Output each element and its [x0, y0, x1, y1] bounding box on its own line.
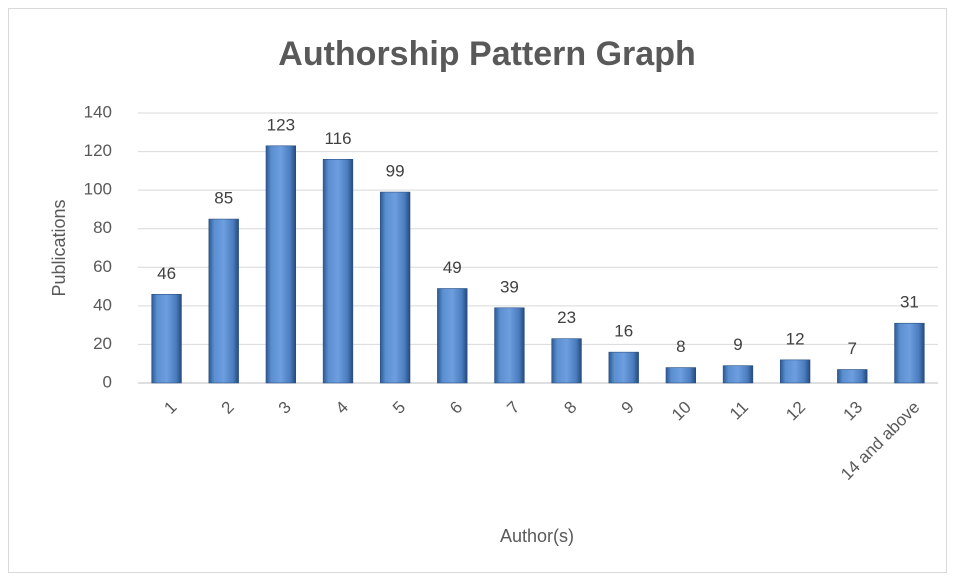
y-tick-label: 100	[84, 180, 112, 199]
bar	[608, 351, 639, 384]
bar	[322, 158, 354, 384]
data-label: 39	[500, 277, 519, 296]
y-tick-label: 120	[84, 141, 112, 160]
y-tick-label: 0	[103, 372, 112, 391]
data-label: 85	[214, 189, 233, 208]
bar	[551, 338, 582, 384]
y-tick-label: 20	[93, 334, 112, 353]
bar	[379, 191, 411, 384]
y-tick-label: 40	[93, 295, 112, 314]
bar	[837, 369, 868, 384]
bar	[437, 288, 468, 384]
chart-border	[8, 8, 947, 573]
data-label: 46	[157, 264, 176, 283]
bar	[151, 293, 182, 384]
data-label: 16	[614, 322, 633, 341]
x-axis-title: Author(s)	[500, 526, 574, 546]
bar	[722, 365, 754, 384]
data-label: 23	[557, 308, 576, 327]
data-label: 123	[267, 115, 295, 134]
bar	[208, 218, 239, 384]
data-label: 9	[733, 335, 742, 354]
chart-title: Authorship Pattern Graph	[278, 35, 695, 73]
data-label: 49	[443, 258, 462, 277]
y-axis-title: Publications	[49, 199, 69, 296]
y-tick-label: 60	[93, 257, 112, 276]
y-tick-label: 140	[84, 102, 112, 121]
bar	[665, 367, 697, 384]
bar	[779, 359, 811, 384]
bar	[265, 145, 297, 384]
data-label: 7	[848, 339, 857, 358]
y-tick-label: 80	[93, 218, 112, 237]
data-label: 31	[900, 293, 919, 312]
bar	[894, 322, 925, 384]
data-label: 99	[386, 162, 405, 181]
data-label: 12	[786, 329, 805, 348]
data-label: 116	[324, 129, 351, 148]
data-label: 8	[676, 337, 685, 356]
bar	[494, 307, 525, 384]
